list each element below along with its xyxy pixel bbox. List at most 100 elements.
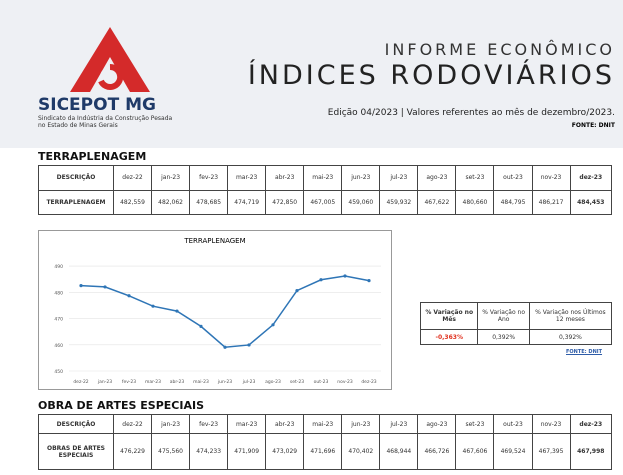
header-cell: % Variação no Ano [477, 301, 530, 331]
table: DESCRIÇÃO dez-22 jan-23 fev-23 mar-23 abr-23 m… [38, 165, 613, 215]
row: -0,363% 0,392% 0,392% [419, 329, 613, 345]
header-cell: ago-23 [417, 413, 457, 435]
cell: 472,850 [265, 189, 305, 215]
table: DESCRIÇÃO dez-22 jan-23 fev-23 mar-23 abr-23 m… [38, 413, 613, 470]
section-title: OBRA DE ARTES ESPECIAIS [38, 399, 204, 412]
x-tick-label: mar-23 [145, 379, 161, 385]
x-tick-label: mai-23 [193, 379, 209, 385]
header-cell: % Variação no Mês [419, 301, 479, 331]
header-cell: jul-23 [379, 165, 419, 191]
point [79, 284, 83, 288]
chart: TERRAPLENAGEM 450 460 470 480 490 dez-22 jan-2… [38, 230, 392, 390]
header-cell: abr-23 [265, 413, 305, 435]
cell: 467,005 [303, 189, 343, 215]
x-tick-label: fev-23 [122, 379, 136, 385]
header-cell: mar-23 [227, 165, 267, 191]
header-row: DESCRIÇÃO dez-22 jan-23 fev-23 mar-23 abr-23 m… [38, 165, 613, 191]
edition: Edição 04/2023 | Valores referentes ao m… [327, 108, 615, 118]
header-cell: dez-22 [112, 413, 153, 435]
point [151, 304, 155, 308]
x-tick-label: out-23 [314, 379, 329, 385]
cell: 482,062 [151, 189, 191, 215]
row: OBRAS DE ARTES ESPECIAIS 476,229 475,560 47… [38, 433, 613, 470]
kicker: INFORME ECONÔMICO [384, 40, 615, 59]
cell: 475,560 [151, 433, 191, 470]
header-cell: dez-23 [569, 165, 613, 191]
cell: 484,795 [493, 189, 533, 215]
logo-subtitle: Sindicato da Indústria da Construção Pes… [38, 115, 173, 129]
x-tick-label: abr-23 [170, 379, 185, 385]
cell: 0,392% [528, 329, 613, 345]
header-cell: DESCRIÇÃO [38, 165, 114, 191]
header-cell: % Variação nos Últimos 12 meses [528, 301, 613, 331]
cell: 484,453 [569, 189, 613, 215]
cell: TERRAPLENAGEM [38, 189, 114, 215]
x-tick-label: jan-23 [97, 379, 112, 385]
source-link[interactable]: FONTE: DNIT [566, 349, 603, 355]
header-cell: DESCRIÇÃO [38, 413, 114, 435]
cell: 467,622 [417, 189, 457, 215]
point [199, 324, 203, 329]
point [223, 345, 227, 349]
cell: OBRAS DE ARTES ESPECIAIS [38, 433, 114, 470]
variation-table: % Variação no Mês% Variação no Ano% Vari… [419, 301, 613, 345]
header-cell: nov-23 [531, 165, 571, 191]
y-tick-label: 450 [54, 369, 63, 375]
cell: 473,029 [265, 433, 305, 470]
cell: 469,524 [493, 433, 533, 470]
logo-mark [70, 27, 150, 92]
header-row: DESCRIÇÃO dez-22 jan-23 fev-23 mar-23 abr-23 m… [38, 413, 613, 435]
cell: 486,217 [531, 189, 571, 215]
x-tick-label: dez-22 [73, 379, 88, 385]
point [247, 343, 251, 347]
x-tick-label: jun-23 [217, 379, 232, 385]
header-cell: out-23 [493, 413, 533, 435]
header-cell: dez-23 [569, 413, 613, 435]
header-cell: jun-23 [341, 413, 381, 435]
cell: 466,726 [417, 433, 457, 470]
header-cell: fev-23 [189, 165, 229, 191]
header-cell: jan-23 [151, 165, 191, 191]
x-tick-label: ago-23 [265, 379, 281, 385]
point [271, 323, 275, 327]
header-cell: set-23 [455, 413, 495, 435]
cell: 467,395 [531, 433, 571, 470]
point [175, 309, 179, 313]
y-tick-label: 460 [54, 343, 63, 349]
x-tick-label: nov-23 [337, 379, 353, 385]
header-cell: mai-23 [303, 413, 343, 435]
point [103, 285, 107, 289]
logo-text: SICEPOT MG [38, 95, 156, 115]
row: TERRAPLENAGEM 482,559 482,062 478,685 474,71… [38, 189, 613, 215]
cell: -0,363% [419, 329, 479, 345]
point [343, 274, 347, 278]
x-tick-label: dez-23 [361, 379, 376, 385]
cell: 467,998 [569, 433, 613, 470]
cell: 474,719 [227, 189, 267, 215]
header-cell: out-23 [493, 165, 533, 191]
cell: 467,606 [455, 433, 495, 470]
x-tick-label: set-23 [290, 379, 304, 385]
cell: 470,402 [341, 433, 381, 470]
point [367, 279, 371, 283]
cell: 476,229 [112, 433, 153, 470]
header-cell: jun-23 [341, 165, 381, 191]
source: FONTE: DNIT [571, 122, 615, 129]
x-tick-label: jul-23 [242, 379, 256, 385]
header-cell: set-23 [455, 165, 495, 191]
header-row: % Variação no Mês% Variação no Ano% Vari… [419, 301, 613, 331]
header-cell: abr-23 [265, 165, 305, 191]
y-tick-label: 480 [54, 290, 63, 296]
header-cell: ago-23 [417, 165, 457, 191]
header: SICEPOT MG Sindicato da Indústria da Con… [0, 0, 623, 148]
chart-title: TERRAPLENAGEM [183, 237, 245, 245]
point [127, 294, 131, 298]
y-tick-label: 490 [54, 264, 63, 270]
header-cell: mai-23 [303, 165, 343, 191]
cell: 459,932 [379, 189, 419, 215]
header-cell: jul-23 [379, 413, 419, 435]
header-cell: jan-23 [151, 413, 191, 435]
header-cell: dez-22 [112, 165, 153, 191]
header-cell: nov-23 [531, 413, 571, 435]
